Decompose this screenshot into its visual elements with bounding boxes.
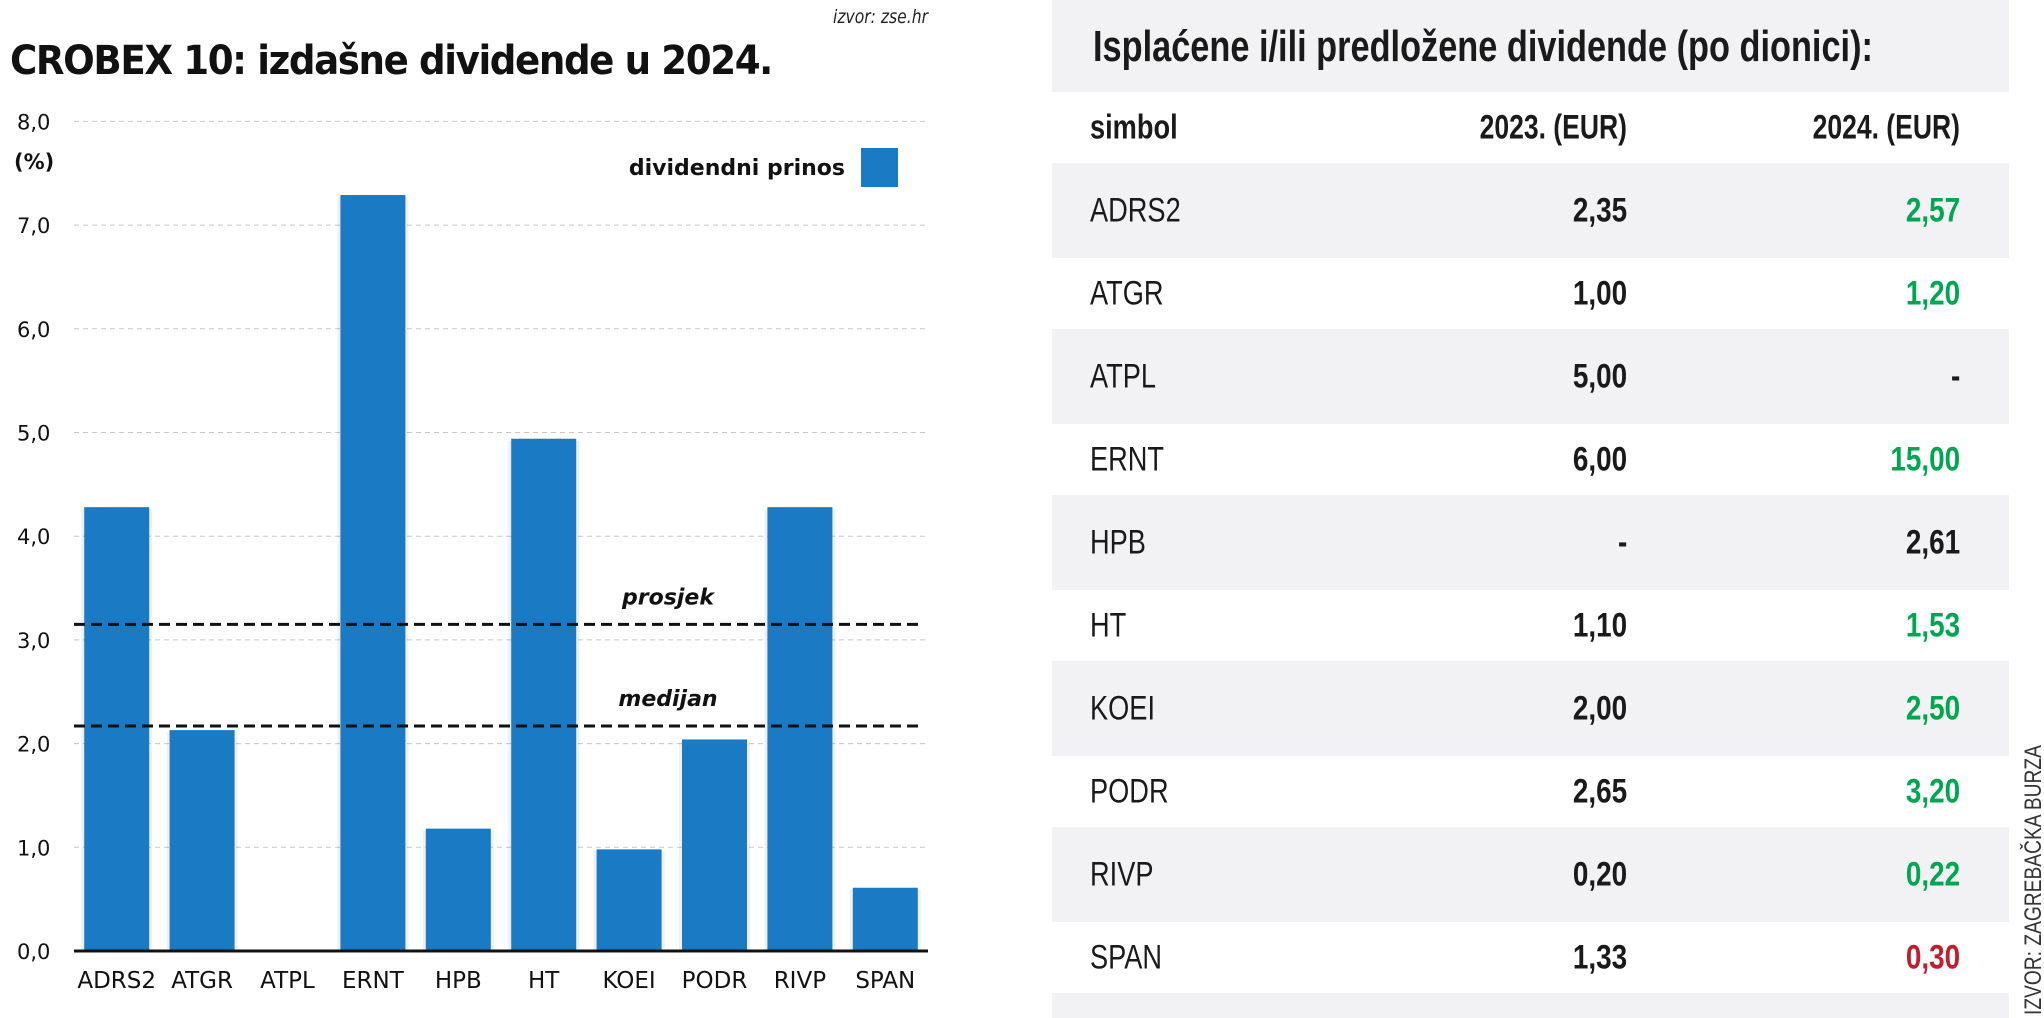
header-2024: 2024. (EUR): [1812, 108, 1960, 146]
table-row: PODR 2,65 3,20: [1052, 756, 2009, 827]
cell-symbol: ADRS2: [1090, 191, 1181, 229]
y-tick-label: 0,0: [17, 940, 50, 964]
cell-2023: -: [1617, 523, 1627, 561]
bar-ernt: [340, 195, 406, 952]
chart-source: izvor: zse.hr: [833, 6, 928, 28]
x-tick-label: PODR: [682, 968, 748, 994]
x-tick-label: HPB: [435, 968, 482, 994]
y-axis-unit-label: (%): [14, 150, 54, 174]
reference-label-medijan: medijan: [618, 687, 717, 712]
table-row: ERNT 6,00 15,00: [1052, 424, 2009, 495]
cell-2024: 2,50: [1905, 689, 1960, 727]
header-symbol: simbol: [1090, 108, 1178, 146]
cell-2024: 1,20: [1905, 274, 1960, 312]
cell-2023: 1,33: [1572, 938, 1627, 976]
legend-swatch: [861, 148, 898, 187]
y-tick-label: 7,0: [17, 214, 50, 238]
cell-symbol: ERNT: [1090, 440, 1165, 478]
y-tick-label: 2,0: [17, 733, 50, 757]
y-tick-label: 8,0: [17, 110, 50, 134]
bar-chart: 0,0 1,0 2,0 3,0 4,0 5,0 6,0 7,0 8,0 (%) prosjek m…: [14, 110, 928, 994]
x-tick-label: ATGR: [171, 968, 233, 994]
cell-2023: 2,65: [1572, 772, 1627, 810]
cell-symbol: SPAN: [1090, 938, 1163, 976]
header-2023: 2023. (EUR): [1479, 108, 1627, 146]
y-axis-ticks: 0,0 1,0 2,0 3,0 4,0 5,0 6,0 7,0 8,0: [17, 110, 50, 964]
side-credit: IZVOR: ZAGREBAČKA BURZA: [2020, 745, 2044, 1015]
cell-2023: 1,00: [1572, 274, 1627, 312]
bar-koei: [596, 849, 662, 951]
cell-2024: 2,57: [1905, 191, 1960, 229]
table-row: SPAN 1,33 0,30: [1052, 922, 2009, 993]
table-row: ADRS2 2,35 2,57: [1052, 163, 2009, 258]
cell-2024: 15,00: [1890, 440, 1960, 478]
y-tick-label: 4,0: [17, 525, 50, 549]
x-tick-label: ADRS2: [77, 968, 156, 994]
x-axis-labels: ADRS2 ATGR ATPL ERNT HPB HT KOEI PODR RIVP SPAN: [77, 968, 915, 994]
cell-symbol: ATPL: [1090, 357, 1157, 395]
table-title: Isplaćene i/ili predložene dividende (po…: [1093, 22, 1873, 71]
reference-lines: prosjek medijan: [74, 585, 922, 728]
table-row: ATPL 5,00 -: [1052, 329, 2009, 424]
table-row: HT 1,10 1,53: [1052, 590, 2009, 661]
x-tick-label: ATPL: [260, 968, 315, 994]
bar-adrs2: [84, 507, 150, 951]
x-tick-label: ERNT: [342, 968, 405, 994]
table-row: KOEI 2,00 2,50: [1052, 661, 2009, 756]
cell-2024: 0,22: [1905, 855, 1960, 893]
bar-atgr: [169, 730, 235, 951]
bar-hpb: [425, 828, 491, 951]
cell-2023: 5,00: [1572, 357, 1627, 395]
cell-symbol: KOEI: [1090, 689, 1155, 727]
bar-podr: [682, 739, 747, 951]
table-row: RIVP 0,20 0,22: [1052, 827, 2009, 922]
dividend-table: Isplaćene i/ili predložene dividende (po…: [1052, 0, 2009, 1018]
y-tick-label: 1,0: [17, 836, 50, 860]
table-row: HPB - 2,61: [1052, 495, 2009, 590]
cell-symbol: PODR: [1090, 772, 1169, 810]
y-tick-label: 5,0: [17, 422, 50, 446]
cell-2023: 2,00: [1572, 689, 1627, 727]
cell-2024: 2,61: [1905, 523, 1960, 561]
legend: dividendni prinos: [629, 148, 898, 187]
x-tick-label: HT: [528, 968, 560, 994]
chart-title: CROBEX 10: izdašne dividende u 2024.: [10, 38, 773, 84]
x-tick-label: KOEI: [602, 968, 655, 994]
table-row: ATGR 1,00 1,20: [1052, 258, 2009, 329]
cell-2023: 6,00: [1572, 440, 1627, 478]
cell-2024: -: [1950, 357, 1960, 395]
cell-2024: 0,30: [1905, 938, 1960, 976]
bar-rivp: [767, 507, 833, 951]
bar-ht: [511, 438, 577, 951]
y-tick-label: 3,0: [17, 629, 50, 653]
bar-span: [852, 887, 918, 951]
x-tick-label: SPAN: [855, 968, 915, 994]
cell-symbol: HT: [1090, 606, 1127, 644]
cell-symbol: HPB: [1090, 523, 1146, 561]
reference-label-prosjek: prosjek: [621, 585, 715, 610]
cell-2023: 1,10: [1572, 606, 1627, 644]
cell-2023: 0,20: [1572, 855, 1627, 893]
cell-symbol: RIVP: [1090, 855, 1154, 893]
bars: [81, 195, 921, 952]
y-tick-label: 6,0: [17, 318, 50, 342]
x-tick-label: RIVP: [774, 968, 826, 994]
cell-2024: 3,20: [1905, 772, 1960, 810]
cell-2023: 2,35: [1572, 191, 1627, 229]
cell-2024: 1,53: [1905, 606, 1960, 644]
legend-label: dividendni prinos: [629, 156, 845, 181]
table-header-row: simbol 2023. (EUR) 2024. (EUR): [1052, 92, 2009, 163]
cell-symbol: ATGR: [1090, 274, 1164, 312]
